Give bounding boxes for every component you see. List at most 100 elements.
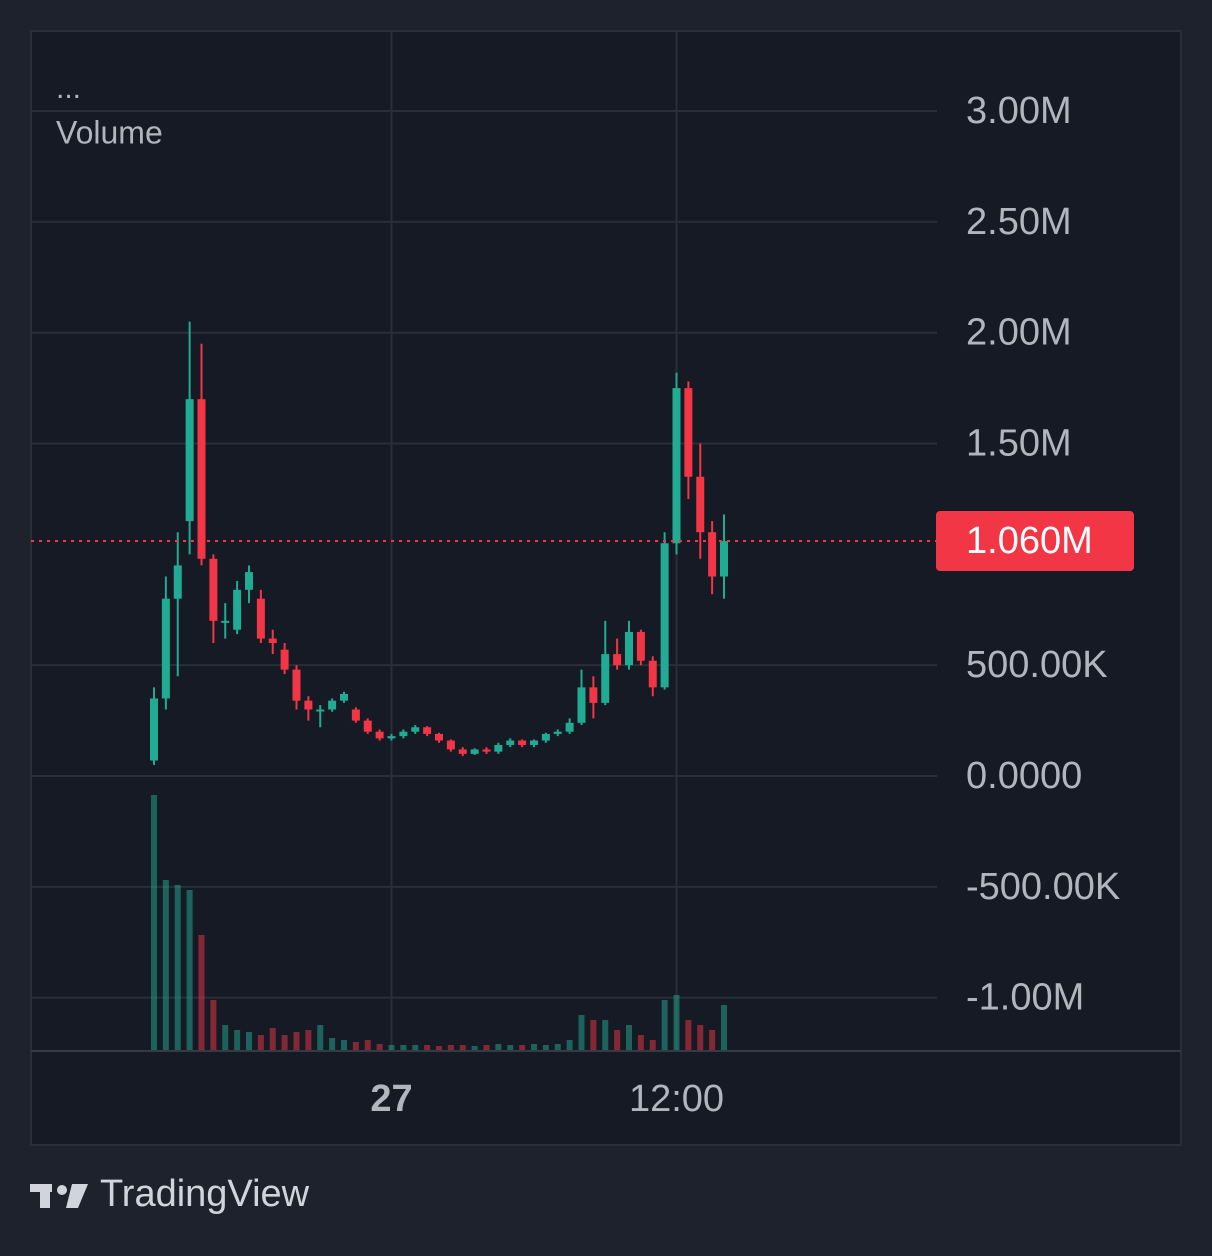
candle-body xyxy=(565,722,574,732)
candle-body xyxy=(577,687,586,723)
legend-title[interactable]: ... xyxy=(56,72,81,105)
y-tick-label: 2.00M xyxy=(966,312,1072,354)
volume-bar xyxy=(507,1045,514,1050)
volume-bar xyxy=(293,1032,300,1050)
candle-body xyxy=(494,744,503,752)
volume-bar xyxy=(388,1045,395,1050)
candle-body xyxy=(185,399,194,522)
volume-bar xyxy=(531,1044,537,1050)
y-tick-label: 2.50M xyxy=(966,201,1072,243)
legend-volume: Volume xyxy=(56,114,163,150)
volume-bar xyxy=(269,1028,276,1050)
volume-bar xyxy=(317,1025,324,1050)
volume-bar xyxy=(519,1045,526,1050)
candle-body xyxy=(684,388,693,477)
volume-bar xyxy=(210,1000,217,1050)
logo-part xyxy=(66,1184,88,1208)
candle-body xyxy=(363,720,372,732)
candle-body xyxy=(708,532,717,577)
volume-bar xyxy=(352,1042,359,1050)
volume-bar xyxy=(329,1038,336,1050)
candle-body xyxy=(446,740,455,750)
candle-body xyxy=(530,740,538,745)
candle-body xyxy=(672,388,681,544)
candle-body xyxy=(660,543,669,688)
volume-bar xyxy=(471,1046,478,1050)
volume-bar xyxy=(649,1040,656,1050)
candle-body xyxy=(458,749,467,754)
candle-body xyxy=(173,565,182,599)
volume-bar xyxy=(198,935,205,1050)
candle-body xyxy=(209,558,218,621)
candle-body xyxy=(541,733,550,741)
volume-bar xyxy=(341,1040,347,1050)
y-tick-label: -1.00M xyxy=(966,977,1084,1019)
candle-body xyxy=(625,631,633,666)
volume-bar xyxy=(281,1035,288,1050)
candle-body xyxy=(696,476,705,533)
volume-bar xyxy=(626,1025,632,1050)
volume-bar xyxy=(483,1045,490,1050)
brand-name: TradingView xyxy=(100,1173,310,1215)
candle-body xyxy=(387,736,396,739)
y-tick-label: -500.00K xyxy=(966,866,1120,908)
volume-bar xyxy=(257,1035,264,1050)
volume-bar xyxy=(436,1046,442,1050)
candle-body xyxy=(553,731,562,734)
candle-body xyxy=(601,654,610,703)
candle-body xyxy=(340,694,348,701)
volume-bar xyxy=(186,890,193,1050)
label-layer: 3.00M 2.50M 2.00M 1.50M 500.00K 0.0000 -500.00… xyxy=(31,90,1134,1120)
candle-body xyxy=(316,709,325,712)
volume-bar xyxy=(151,795,157,1050)
candle-body xyxy=(328,700,337,710)
volume-bar xyxy=(459,1045,466,1050)
volume-layer xyxy=(151,795,727,1050)
volume-bar xyxy=(412,1045,419,1050)
y-tick-label: 0.0000 xyxy=(966,755,1082,797)
last-price-box xyxy=(936,511,1134,572)
y-tick-label: 500.00K xyxy=(966,644,1108,686)
candle-layer xyxy=(150,321,728,765)
y-tick-label: 1.50M xyxy=(966,423,1072,465)
volume-bar xyxy=(162,880,169,1050)
candle-body xyxy=(506,740,515,745)
volume-bar xyxy=(542,1045,549,1050)
volume-bar xyxy=(400,1045,407,1050)
candle-body xyxy=(636,631,645,661)
candle-body xyxy=(351,709,360,721)
chart-pane xyxy=(30,30,1182,1146)
y-tick-label: 3.00M xyxy=(966,90,1072,132)
brand-logo xyxy=(30,1184,88,1208)
candle-body xyxy=(304,700,313,710)
volume-bar xyxy=(234,1030,241,1050)
volume-bar xyxy=(578,1015,585,1050)
candle-body xyxy=(482,749,491,752)
last-price-label: 1.060M xyxy=(966,520,1093,562)
volume-bar xyxy=(602,1020,609,1050)
candle-body xyxy=(435,733,443,741)
volume-bar xyxy=(376,1044,383,1050)
candle-body xyxy=(518,740,527,745)
volume-bar xyxy=(566,1040,573,1050)
volume-bar xyxy=(661,1000,668,1050)
candle-body xyxy=(292,669,301,701)
candle-body xyxy=(245,572,253,590)
x-tick-label: 27 xyxy=(370,1078,412,1120)
volume-bar xyxy=(554,1044,561,1050)
volume-bar xyxy=(590,1020,597,1050)
grid xyxy=(31,31,937,1050)
candle-body xyxy=(648,660,657,688)
volume-bar xyxy=(697,1025,704,1050)
volume-bar xyxy=(447,1045,454,1050)
volume-bar xyxy=(246,1032,252,1050)
candle-body xyxy=(589,687,598,703)
volume-bar xyxy=(614,1030,621,1050)
logo-part xyxy=(57,1185,67,1195)
volume-bar xyxy=(174,885,181,1050)
logo-part xyxy=(40,1184,50,1208)
volume-bar xyxy=(222,1025,229,1050)
candle-body xyxy=(720,541,728,577)
